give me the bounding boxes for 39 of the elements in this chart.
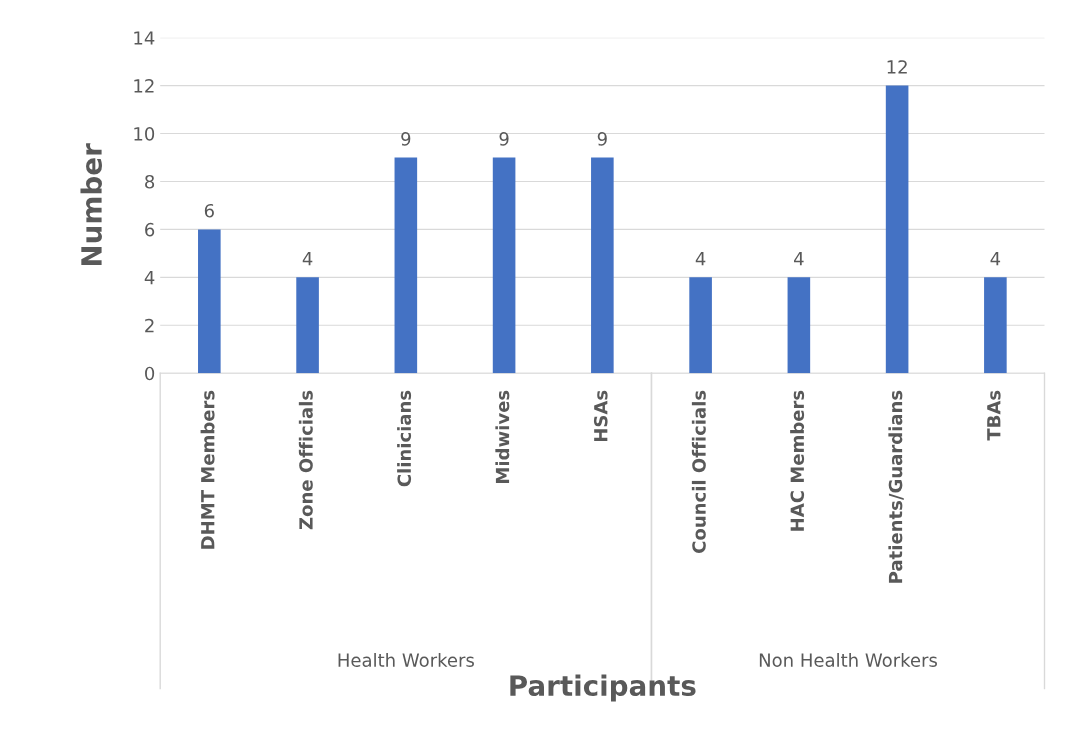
x-tick-label: Midwives — [495, 390, 510, 483]
data-label: 4 — [302, 252, 313, 266]
x-tick-label: HSAs — [593, 390, 608, 442]
y-tick-label: 4 — [144, 271, 155, 285]
bar — [689, 277, 712, 374]
x-tick-label: HAC Members — [790, 390, 805, 531]
data-label: 9 — [597, 132, 607, 146]
data-label: 4 — [990, 252, 1001, 266]
x-tick-label: Clinicians — [397, 390, 412, 487]
data-label: 9 — [401, 132, 411, 146]
bar — [787, 277, 811, 374]
data-label: 4 — [695, 252, 706, 266]
bar — [394, 157, 418, 374]
y-tick-label: 12 — [134, 79, 154, 93]
bar — [591, 157, 614, 374]
text: Health Workers — [338, 652, 474, 667]
text: Non Health Workers — [759, 652, 937, 667]
x-tick-label: Zone Officials — [298, 390, 313, 530]
y-tick-label: 6 — [145, 222, 155, 237]
bar — [296, 277, 319, 374]
bar — [492, 157, 516, 374]
y-tick-label: 14 — [134, 31, 155, 45]
x-tick-label: Patients/Guardians — [888, 390, 904, 583]
data-label: 6 — [204, 203, 214, 218]
x-tick-label: Council Officials — [691, 390, 706, 553]
y-tick-label: 0 — [145, 366, 155, 381]
x-tick-label: TBAs — [987, 390, 1001, 441]
y-tick-label: 8 — [145, 174, 155, 189]
bar — [984, 277, 1007, 374]
data-label: 4 — [794, 252, 804, 266]
x-axis-title: Participants — [510, 674, 696, 702]
bar — [198, 229, 221, 374]
data-label: 12 — [887, 60, 907, 74]
y-tick-label: 10 — [134, 127, 155, 141]
data-label: 9 — [499, 132, 509, 146]
y-tick-label: 2 — [145, 318, 154, 333]
bar — [885, 85, 909, 374]
x-tick-label: DHMT Members — [200, 390, 215, 549]
y-axis-title: Number — [80, 143, 102, 266]
